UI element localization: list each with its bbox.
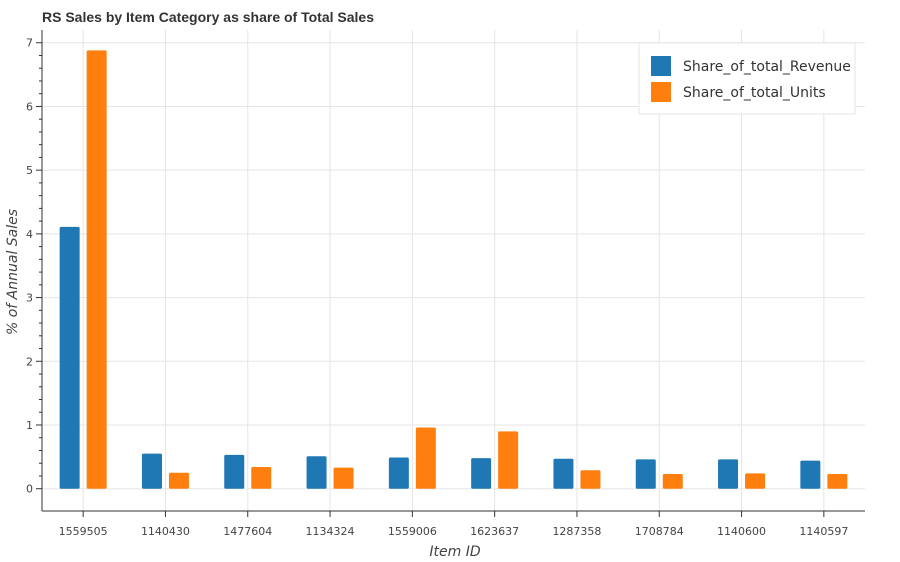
legend-box xyxy=(638,42,856,115)
bar-share-of-total-revenue-1623637 xyxy=(471,458,492,489)
y-tick-label: 4 xyxy=(26,228,33,241)
legend-swatch xyxy=(651,82,671,102)
x-tick-label: 1134324 xyxy=(306,525,355,538)
bar-share-of-total-units-1623637 xyxy=(498,431,519,489)
x-axis-label: Item ID xyxy=(429,544,480,560)
x-tick-label: 1623637 xyxy=(470,525,519,538)
y-tick-label: 3 xyxy=(26,292,33,305)
bar-share-of-total-units-1134324 xyxy=(333,467,354,489)
x-tick-label: 1559006 xyxy=(388,525,437,538)
grid-lines xyxy=(42,30,865,511)
chart-title: RS Sales by Item Category as share of To… xyxy=(42,9,374,25)
bar-share-of-total-revenue-1708784 xyxy=(635,459,656,489)
bar-share-of-total-revenue-1140600 xyxy=(718,459,739,489)
axes: 0 1 2 3 4 5 6 7 1559505 1140430 1477604 1134324 1559… xyxy=(26,30,865,538)
y-tick-label: 1 xyxy=(26,419,33,432)
bar-share-of-total-revenue-1140430 xyxy=(141,453,162,489)
x-tick-label: 1140597 xyxy=(799,525,848,538)
bars xyxy=(59,50,848,489)
bar-share-of-total-revenue-1559505 xyxy=(59,226,80,489)
bar-share-of-total-units-1140597 xyxy=(827,474,848,489)
x-tick-label: 1140430 xyxy=(141,525,190,538)
x-tick-label: 1477604 xyxy=(223,525,272,538)
bar-share-of-total-revenue-1477604 xyxy=(224,454,245,489)
y-tick-label: 6 xyxy=(26,100,33,113)
bar-share-of-total-units-1559505 xyxy=(86,50,107,489)
bar-share-of-total-revenue-1287358 xyxy=(553,458,574,489)
x-tick-label: 1287358 xyxy=(552,525,601,538)
x-tick-label: 1559505 xyxy=(59,525,108,538)
y-axis-label: % of Annual Sales xyxy=(5,209,21,335)
bar-share-of-total-units-1477604 xyxy=(251,467,272,489)
legend-swatch xyxy=(651,56,671,76)
bar-share-of-total-revenue-1559006 xyxy=(388,457,409,489)
y-tick-label: 2 xyxy=(26,355,33,368)
bar-share-of-total-units-1708784 xyxy=(662,474,683,489)
bar-share-of-total-revenue-1134324 xyxy=(306,456,327,489)
legend-label: Share_of_total_Units xyxy=(683,85,826,101)
bar-share-of-total-revenue-1140597 xyxy=(800,460,821,489)
bar-share-of-total-units-1559006 xyxy=(415,427,436,489)
legend-label: Share_of_total_Revenue xyxy=(683,59,851,75)
x-tick-label: 1708784 xyxy=(635,525,684,538)
bar-share-of-total-units-1140600 xyxy=(745,473,766,489)
bar-share-of-total-units-1287358 xyxy=(580,470,601,489)
legend: Share_of_total_Revenue Share_of_total_Uni… xyxy=(638,42,856,115)
bar-share-of-total-units-1140430 xyxy=(168,472,189,489)
y-tick-label: 5 xyxy=(26,164,33,177)
y-tick-label: 7 xyxy=(26,37,33,50)
y-tick-label: 0 xyxy=(26,483,33,496)
x-tick-label: 1140600 xyxy=(717,525,766,538)
